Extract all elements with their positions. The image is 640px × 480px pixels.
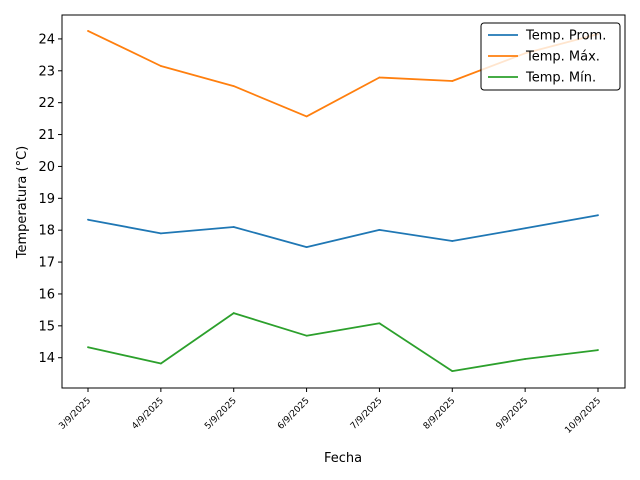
data-point-temp-prom [597, 214, 599, 217]
data-point-temp-prom [232, 226, 235, 228]
y-axis-label: Temperatura (°C) [15, 146, 30, 259]
legend-label-temp-prom: Temp. Prom. [525, 29, 606, 44]
data-point-temp-max [378, 76, 381, 79]
data-point-temp-prom [524, 227, 527, 230]
series-lines [87, 30, 599, 373]
y-tick-label: 16 [38, 287, 55, 302]
x-tick-label: 6/9/2025 [276, 396, 312, 432]
y-tick-label: 15 [38, 319, 55, 334]
data-point-temp-max [87, 30, 89, 32]
legend-label-temp-max: Temp. Máx. [525, 50, 600, 65]
legend-label-temp-min: Temp. Mín. [525, 71, 596, 86]
series-line-temp-prom [87, 214, 599, 249]
y-tick-label: 19 [38, 192, 55, 207]
data-point-temp-max [159, 65, 162, 67]
x-axis-ticks: 3/9/2025 4/9/2025 5/9/2025 6/9/2025 7/9/2025… [57, 388, 603, 436]
y-tick-label: 17 [38, 256, 55, 271]
legend: Temp. Prom. Temp. Máx. Temp. Mín. [480, 22, 621, 91]
data-point-temp-prom [378, 228, 381, 231]
x-tick-label: 7/9/2025 [349, 396, 385, 432]
y-tick-label: 14 [38, 351, 55, 366]
y-tick-label: 24 [38, 32, 55, 47]
data-point-temp-min [159, 362, 162, 365]
y-tick-label: 20 [38, 160, 55, 175]
x-tick-label: 9/9/2025 [495, 396, 531, 432]
data-point-temp-min [451, 370, 454, 373]
data-point-temp-max [451, 80, 454, 82]
x-tick-label: 4/9/2025 [130, 396, 166, 432]
y-tick-label: 23 [38, 64, 55, 79]
x-tick-label: 10/9/2025 [563, 396, 603, 436]
data-point-temp-min [378, 322, 381, 325]
y-tick-label: 18 [38, 224, 55, 239]
data-point-temp-prom [87, 218, 89, 221]
data-point-temp-min [232, 312, 235, 314]
x-tick-label: 8/9/2025 [422, 396, 458, 432]
data-point-temp-min [87, 346, 89, 349]
data-point-temp-min [305, 334, 308, 337]
y-axis-ticks: 14 15 16 17 18 19 20 21 22 23 24 [38, 32, 62, 366]
data-point-temp-prom [305, 246, 308, 248]
data-point-temp-min [524, 358, 527, 360]
series-line-temp-min [87, 312, 599, 373]
x-tick-label: 3/9/2025 [57, 396, 93, 432]
x-tick-label: 5/9/2025 [203, 396, 239, 432]
x-axis-label: Fecha [324, 451, 362, 466]
plot-frame [61, 14, 626, 389]
data-point-temp-max [232, 85, 235, 87]
legend-box [480, 22, 621, 91]
data-point-temp-max [305, 115, 308, 118]
y-tick-label: 21 [38, 128, 55, 143]
data-point-temp-min [597, 349, 599, 351]
data-point-temp-prom [451, 240, 454, 242]
data-point-temp-prom [159, 232, 162, 235]
y-tick-label: 22 [38, 96, 55, 111]
